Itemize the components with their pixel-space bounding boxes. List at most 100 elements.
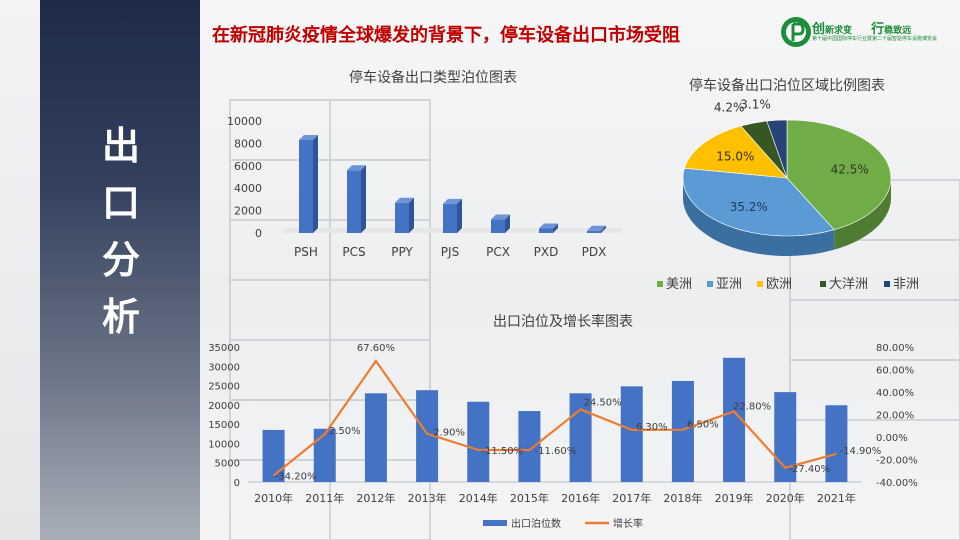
bar-front [299,140,313,233]
x-tick-label: 2012年 [356,491,395,505]
slide-headline: 在新冠肺炎疫情全球爆发的背景下，停车设备出口市场受阻 [212,25,680,46]
chart-title: 停车设备出口类型泊位图表 [349,69,517,86]
logo-tagline-2: 行 [871,22,885,37]
pie-slice [682,167,835,237]
legend-swatch [483,520,507,526]
bar [299,135,318,233]
bar [313,428,336,482]
pie-slice [684,125,788,179]
line-data-label: 6.50% [687,420,719,431]
left-axis-tick: 35000 [208,343,240,354]
x-tick-label: PCX [486,245,510,259]
chart-title: 停车设备出口泊位区域比例图表 [689,77,885,94]
bar-top [587,225,606,231]
bar [467,401,490,482]
side-title-char: 析 [101,295,140,339]
line-data-label: -14.90% [840,446,882,457]
bar [347,165,366,233]
legend-item: 非洲 [884,277,919,292]
bar [491,214,510,233]
legend-label: 增长率 [613,517,643,530]
left-axis-tick: 5000 [215,459,240,470]
legend-item: 欧洲 [757,277,792,292]
bar-front [587,230,601,233]
legend-swatch [757,281,763,287]
side-title: 出 口 分 析 [95,118,147,346]
right-axis-tick: 40.00% [876,388,914,399]
chart-title: 出口泊位及增长率图表 [493,313,633,330]
x-tick-label: 2015年 [510,491,549,505]
y-tick-label: 6000 [234,160,262,173]
x-tick-label: PDX [582,245,607,259]
bar [395,197,414,233]
logo-tagline-1: 创 [812,22,826,37]
line-data-label: 6.30% [636,422,668,433]
legend-item: 美洲 [657,277,692,292]
y-tick-label: 8000 [234,137,262,150]
x-tick-label: PPY [391,245,413,259]
bar-side [361,165,366,233]
x-tick-label: 2011年 [305,491,344,505]
bar-top [347,165,366,171]
bar-side [409,197,414,233]
right-axis-tick: 0.00% [876,433,908,444]
bar-front [347,170,361,233]
side-title-char: 出 [101,124,140,168]
legend-swatch [884,281,890,287]
line-data-label: -27.40% [788,464,830,475]
legend-label: 出口泊位数 [511,517,561,530]
bar-top [491,214,510,220]
bar [364,393,387,482]
x-tick-label: 2021年 [817,491,856,505]
pie-slice-side [683,178,835,256]
x-tick-label: 2017年 [612,491,651,505]
bar-side [457,198,462,233]
line-data-label: 2.90% [433,428,465,439]
bar-side [505,214,510,233]
left-axis-tick: 0 [234,478,240,489]
x-tick-label: PSH [294,245,318,259]
x-tick-label: 2018年 [663,491,702,505]
pie-slice [766,119,788,179]
background-building-illustration [229,99,960,540]
legend-swatch [707,281,713,287]
left-title-band [40,0,200,540]
logo-mark [781,17,811,47]
logo-tagline-1b: 新求变 [825,26,853,36]
y-tick-label: 10000 [227,115,262,128]
right-axis-tick: -40.00% [876,478,918,489]
bar-front [491,219,505,233]
pie-slice-side [834,178,891,250]
bar [825,405,848,482]
bar-side [313,135,318,233]
logo-tagline-2b: 稳致远 [884,26,912,36]
left-axis-tick: 20000 [208,401,240,412]
bar [262,429,285,482]
legend-label: 欧洲 [766,277,792,292]
bar-front [443,203,457,233]
x-tick-label: 2020年 [766,491,805,505]
line-data-label: 67.60% [357,343,395,354]
logo-tagline: 创新求变 行稳致远 [812,18,911,37]
legend-label: 美洲 [666,277,692,292]
bar [620,386,643,482]
side-title-char: 分 [101,238,140,282]
legend-label: 亚洲 [716,277,742,292]
logo-subtitle: 第十届中国国际停车行业暨第二十届智能停车设施博览会 [812,36,938,42]
bar [569,393,592,482]
line-data-label: -11.50% [481,446,523,457]
right-axis-tick: -20.00% [876,456,918,467]
y-tick-label: 2000 [234,205,262,218]
y-tick-label: 4000 [234,182,262,195]
pie-value-label: 42.5% [831,163,869,177]
pie-value-label: 15.0% [716,149,754,163]
pie-value-label: 4.2% [714,101,745,115]
bar [416,390,439,482]
right-axis-tick: 20.00% [876,411,914,422]
x-tick-label: 2010年 [254,491,293,505]
bar [723,357,746,482]
y-tick-label: 0 [255,227,262,240]
line-data-label: 24.50% [584,397,622,408]
